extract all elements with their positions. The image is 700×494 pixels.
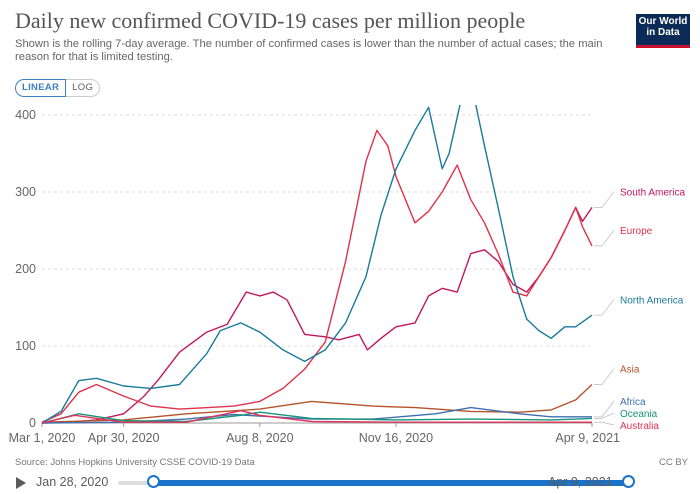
chart-subtitle: Shown is the rolling 7-day average. The … [15, 38, 603, 63]
legend-leader [594, 421, 615, 426]
y-tick-label: 100 [15, 339, 36, 353]
legend-label-north-america: North America [620, 295, 684, 306]
legend-leader [594, 191, 615, 208]
timeline: Jan 28, 2020 Apr 9, 2021 [0, 470, 700, 494]
chart-title: Daily new confirmed COVID-19 cases per m… [15, 8, 526, 33]
timeline-start-label: Jan 28, 2020 [36, 475, 109, 489]
legend-leader [594, 400, 615, 418]
x-tick-label: Aug 8, 2020 [226, 431, 293, 445]
legend-label-australia: Australia [620, 421, 659, 432]
legend-label-asia: Asia [620, 365, 640, 376]
legend-leader [594, 229, 615, 247]
y-tick-label: 300 [15, 185, 36, 199]
play-icon[interactable] [16, 477, 26, 489]
y-tick-label: 400 [15, 108, 36, 122]
x-tick-label: Nov 16, 2020 [359, 431, 433, 445]
linear-scale-button[interactable]: LINEAR [15, 79, 67, 97]
series-line-oceania [41, 411, 593, 424]
legend-leader [594, 368, 615, 385]
legend-label-europe: Europe [620, 226, 653, 237]
grid-lines [42, 114, 592, 424]
owid-logo[interactable]: Our World in Data [636, 14, 690, 48]
timeline-end-handle[interactable] [622, 475, 635, 488]
license-label[interactable]: CC BY [658, 457, 688, 468]
legend-label-oceania: Oceania [620, 409, 658, 420]
y-tick-label: 200 [15, 262, 36, 276]
legend: South America Europe North America Asia Afri… [594, 188, 685, 432]
timeline-end-label: Apr 9, 2021 [548, 475, 613, 489]
series-lines [41, 105, 593, 424]
y-axis-ticks: 0 100 200 300 400 [15, 108, 36, 430]
legend-leader [594, 412, 615, 419]
series-line-australia [41, 410, 592, 424]
x-tick-label: Apr 30, 2020 [88, 431, 160, 445]
series-line-europe [41, 129, 593, 423]
x-tick-label: Apr 9, 2021 [555, 431, 620, 445]
x-axis-ticks: Mar 1, 2020 Apr 30, 2020 Aug 8, 2020 Nov 16… [9, 423, 620, 445]
y-tick-label: 0 [29, 416, 36, 430]
timeline-selected-range [153, 480, 628, 486]
log-scale-button[interactable]: LOG [66, 79, 101, 97]
timeline-start-handle[interactable] [147, 475, 160, 488]
scale-toggle: LINEAR LOG [15, 79, 101, 97]
source-note[interactable]: Source: Johns Hopkins University CSSE CO… [15, 457, 255, 468]
x-tick-label: Mar 1, 2020 [9, 431, 76, 445]
legend-label-africa: Africa [620, 397, 646, 408]
series-line-asia [41, 383, 593, 423]
series-line-south-america [41, 206, 593, 424]
logo-line-2: in Data [646, 27, 680, 38]
series-line-north-america [41, 105, 593, 424]
logo-line-1: Our World [638, 16, 688, 27]
legend-leader [594, 299, 615, 316]
legend-label-south-america: South America [620, 188, 685, 199]
line-chart: 0 100 200 300 400 Mar 1, 2020 Apr 30, 2020 Aug… [9, 105, 685, 445]
